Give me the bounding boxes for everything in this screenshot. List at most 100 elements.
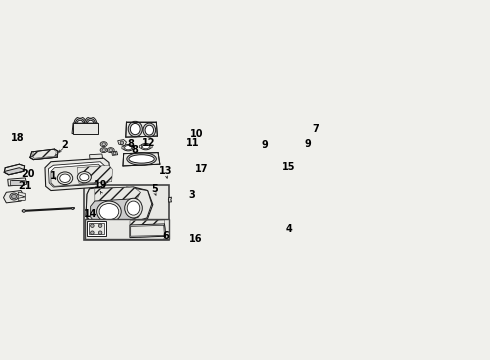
Polygon shape <box>4 168 24 175</box>
Text: 7: 7 <box>313 124 319 134</box>
Ellipse shape <box>102 149 105 152</box>
Ellipse shape <box>80 174 89 181</box>
Text: 8: 8 <box>131 145 138 155</box>
Ellipse shape <box>86 118 96 130</box>
Ellipse shape <box>10 193 18 200</box>
Text: 5: 5 <box>151 184 158 194</box>
Polygon shape <box>95 187 141 201</box>
Bar <box>73 123 98 134</box>
Ellipse shape <box>100 142 107 147</box>
Text: 11: 11 <box>186 138 199 148</box>
Text: 19: 19 <box>95 180 108 190</box>
Polygon shape <box>132 146 135 149</box>
Ellipse shape <box>84 117 97 132</box>
Text: 9: 9 <box>261 140 268 150</box>
Ellipse shape <box>72 207 74 210</box>
Ellipse shape <box>87 120 94 129</box>
FancyBboxPatch shape <box>85 219 169 239</box>
Polygon shape <box>30 153 57 159</box>
Polygon shape <box>3 190 24 203</box>
Ellipse shape <box>129 155 154 163</box>
Polygon shape <box>32 149 56 158</box>
Polygon shape <box>123 153 160 166</box>
Polygon shape <box>86 187 102 220</box>
Ellipse shape <box>91 224 94 228</box>
Ellipse shape <box>127 153 156 165</box>
Ellipse shape <box>102 143 105 145</box>
Polygon shape <box>72 123 98 134</box>
Ellipse shape <box>130 123 140 135</box>
Ellipse shape <box>57 172 73 185</box>
Text: 2: 2 <box>62 140 69 149</box>
Text: 18: 18 <box>11 133 24 143</box>
Polygon shape <box>45 158 111 190</box>
Ellipse shape <box>107 148 114 153</box>
Polygon shape <box>77 165 112 184</box>
Ellipse shape <box>142 144 149 149</box>
Polygon shape <box>4 164 24 175</box>
Polygon shape <box>86 187 153 225</box>
Polygon shape <box>90 154 102 159</box>
Polygon shape <box>130 220 166 238</box>
Ellipse shape <box>91 231 94 234</box>
Ellipse shape <box>99 203 119 220</box>
Ellipse shape <box>109 149 112 152</box>
Ellipse shape <box>76 120 84 129</box>
Polygon shape <box>126 122 157 137</box>
Ellipse shape <box>60 174 70 183</box>
Polygon shape <box>51 164 102 186</box>
Polygon shape <box>122 146 124 149</box>
Ellipse shape <box>113 152 116 155</box>
Polygon shape <box>131 225 165 236</box>
Ellipse shape <box>125 198 142 218</box>
Ellipse shape <box>128 121 142 137</box>
Polygon shape <box>18 197 25 201</box>
Text: 15: 15 <box>282 162 296 172</box>
Ellipse shape <box>98 224 102 228</box>
Text: 16: 16 <box>189 234 202 244</box>
Bar <box>10 180 24 185</box>
Polygon shape <box>91 199 141 223</box>
Text: 21: 21 <box>19 181 32 191</box>
Polygon shape <box>8 178 26 186</box>
Ellipse shape <box>12 194 17 199</box>
Polygon shape <box>30 149 58 159</box>
Ellipse shape <box>98 231 102 234</box>
Text: 6: 6 <box>163 231 169 241</box>
Text: 14: 14 <box>84 209 98 219</box>
Ellipse shape <box>100 148 107 153</box>
Polygon shape <box>118 140 126 145</box>
Ellipse shape <box>125 145 132 150</box>
Text: 10: 10 <box>190 129 203 139</box>
Text: 8: 8 <box>127 139 134 149</box>
Ellipse shape <box>75 118 85 130</box>
Text: 3: 3 <box>188 190 195 201</box>
Ellipse shape <box>123 144 133 151</box>
Bar <box>89 223 104 234</box>
Ellipse shape <box>77 172 91 183</box>
Text: 12: 12 <box>142 139 155 148</box>
Text: 9: 9 <box>305 139 312 149</box>
Polygon shape <box>18 192 25 197</box>
Ellipse shape <box>74 117 86 132</box>
Ellipse shape <box>120 141 123 144</box>
Polygon shape <box>191 185 198 191</box>
Ellipse shape <box>127 201 140 215</box>
Polygon shape <box>49 162 106 187</box>
Ellipse shape <box>171 198 174 202</box>
Ellipse shape <box>97 201 121 222</box>
Ellipse shape <box>145 125 153 135</box>
Ellipse shape <box>23 210 25 212</box>
Text: 17: 17 <box>195 164 208 174</box>
Polygon shape <box>130 224 166 238</box>
Text: 20: 20 <box>22 169 35 179</box>
Bar <box>87 221 106 235</box>
Polygon shape <box>112 151 118 156</box>
Polygon shape <box>126 187 152 224</box>
Polygon shape <box>169 197 177 202</box>
FancyBboxPatch shape <box>84 185 169 240</box>
Ellipse shape <box>143 123 156 137</box>
Ellipse shape <box>141 144 151 150</box>
Text: 13: 13 <box>159 166 173 176</box>
Text: 4: 4 <box>285 224 292 234</box>
